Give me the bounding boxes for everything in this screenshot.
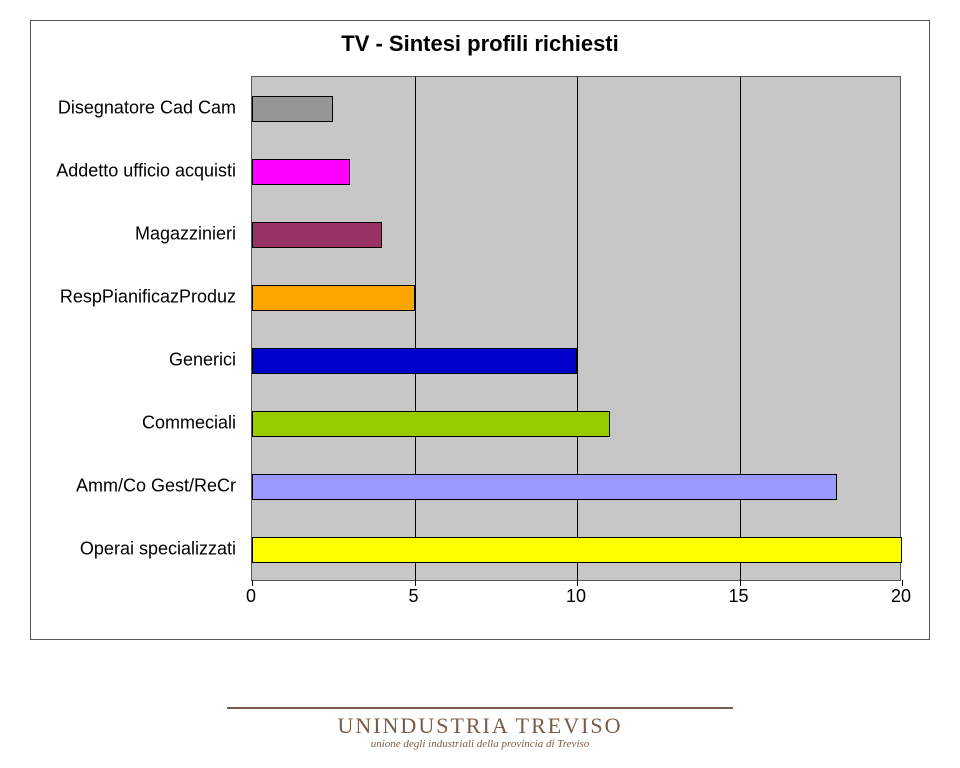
bar-slot <box>252 140 900 203</box>
bar-slot <box>252 330 900 393</box>
bar-slot <box>252 393 900 456</box>
bar-slot <box>252 203 900 266</box>
bar-slot <box>252 77 900 140</box>
y-category-label: Operai specializzati <box>80 539 236 560</box>
y-axis-labels: Disegnatore Cad Cam Addetto ufficio acqui… <box>31 76 246 581</box>
footer: UNINDUSTRIA TREVISO unione degli industr… <box>0 707 960 750</box>
plot-area-wrap <box>251 76 901 581</box>
y-category-label: Generici <box>169 350 236 371</box>
plot-area <box>251 76 901 581</box>
x-tick-label: 0 <box>246 586 256 607</box>
bar <box>252 537 902 563</box>
x-axis-labels: 05101520 <box>251 586 901 616</box>
bar <box>252 474 837 500</box>
y-category-label: RespPianificazProduz <box>60 286 236 307</box>
chart-title: TV - Sintesi profili richiesti <box>31 21 929 67</box>
y-category-label: Magazzinieri <box>135 223 236 244</box>
bar-slot <box>252 456 900 519</box>
bar <box>252 159 350 185</box>
x-tick-label: 10 <box>566 586 586 607</box>
bar <box>252 411 610 437</box>
y-category-label: Amm/Co Gest/ReCr <box>76 476 236 497</box>
x-tick-label: 5 <box>408 586 418 607</box>
y-category-label: Commeciali <box>142 413 236 434</box>
x-tick-label: 20 <box>891 586 911 607</box>
page: TV - Sintesi profili richiesti Disegnato… <box>0 0 960 768</box>
bar <box>252 348 577 374</box>
x-tick-label: 15 <box>728 586 748 607</box>
bar <box>252 96 333 122</box>
footer-subtitle: unione degli industriali della provincia… <box>0 738 960 750</box>
footer-brand: UNINDUSTRIA TREVISO <box>227 707 732 739</box>
y-category-label: Disegnatore Cad Cam <box>58 97 236 118</box>
bar-slot <box>252 266 900 329</box>
y-category-label: Addetto ufficio acquisti <box>56 160 236 181</box>
chart-container: TV - Sintesi profili richiesti Disegnato… <box>30 20 930 640</box>
bar <box>252 222 382 248</box>
bar-slot <box>252 519 900 582</box>
bar <box>252 285 415 311</box>
